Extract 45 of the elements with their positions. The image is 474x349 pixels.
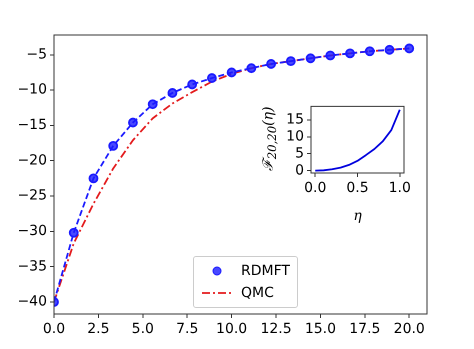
x-tick-label: 7.5	[176, 321, 198, 338]
point	[88, 173, 98, 184]
point	[108, 140, 118, 151]
y-tick-label: 0	[295, 162, 304, 178]
point	[384, 44, 394, 55]
point	[168, 88, 178, 98]
x-tick-label: 20.0	[394, 321, 425, 338]
point	[226, 68, 237, 78]
x-axis-title: η	[353, 208, 362, 224]
x-tick-label: 2.5	[87, 321, 110, 338]
point	[325, 50, 336, 60]
y-tick-label: 10	[286, 128, 304, 144]
point	[246, 63, 256, 74]
legend-label: QMC	[241, 285, 274, 301]
x-tick-label: 15.0	[304, 321, 336, 338]
point	[345, 48, 355, 58]
y-tick-label: 5	[295, 145, 304, 162]
point	[364, 46, 375, 56]
legend-label: RDMFT	[241, 263, 290, 279]
y-tick-label: −5	[26, 46, 47, 62]
y-tick-label: −35	[17, 258, 47, 274]
point	[187, 80, 198, 90]
x-tick-label: 0.0	[304, 180, 326, 196]
point	[128, 118, 138, 128]
point	[148, 99, 158, 110]
point	[306, 53, 316, 64]
x-tick-label: 10.0	[216, 321, 248, 338]
point	[266, 59, 276, 69]
point	[404, 44, 414, 54]
x-tick-label: 1.0	[388, 180, 411, 196]
y-tick-label: −40	[17, 294, 47, 310]
y-tick-label: −20	[17, 152, 47, 168]
x-tick-label: 12.5	[260, 321, 292, 338]
y-tick-label: −25	[17, 188, 47, 204]
y-tick-label: 15	[286, 112, 304, 128]
x-tick-label: 0.0	[42, 321, 66, 338]
point	[206, 73, 217, 83]
x-tick-label: 0.5	[346, 180, 369, 196]
y-tick-label: −30	[17, 223, 47, 239]
x-tick-label: 5.0	[132, 321, 154, 338]
point	[68, 228, 79, 238]
point	[286, 56, 296, 66]
y-tick-label: −10	[17, 82, 47, 98]
x-tick-label: 17.5	[349, 321, 380, 338]
y-tick-label: −15	[17, 117, 47, 134]
